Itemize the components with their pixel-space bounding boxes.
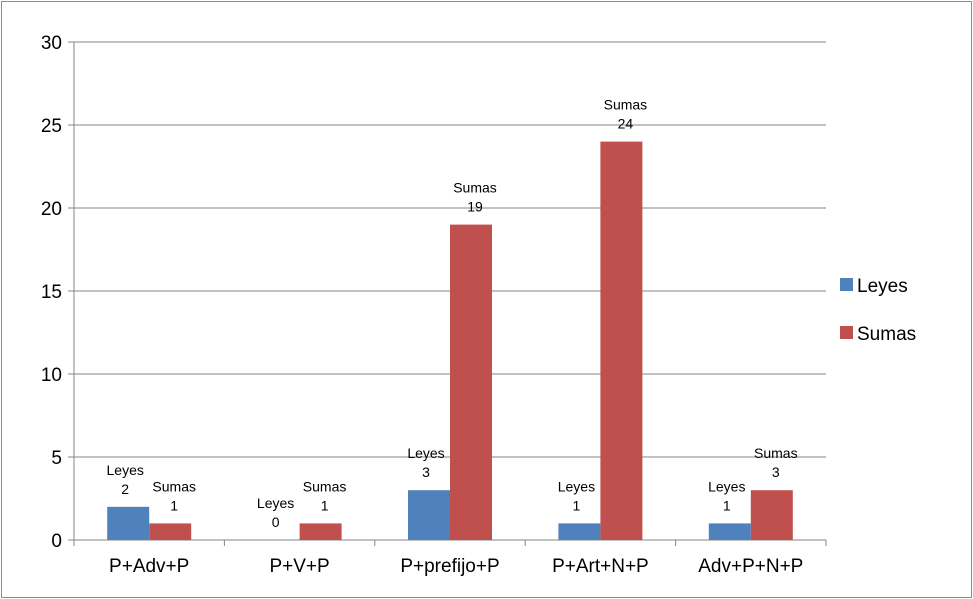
data-label-series: Leyes: [107, 462, 144, 478]
data-label-value: 3: [772, 464, 780, 480]
bar-sumas: [450, 224, 492, 540]
y-tick-label: 0: [51, 531, 62, 552]
data-label-series: Sumas: [754, 445, 798, 461]
y-tick-label: 25: [41, 116, 62, 137]
x-axis: P+Adv+P P+V+P P+prefijo+P P+Art+N+P Adv+P+N+…: [73, 539, 827, 577]
y-tick-label: 5: [51, 448, 62, 469]
y-tick-label: 30: [41, 33, 62, 54]
y-tick-label: 10: [41, 365, 62, 386]
bar-sumas: [149, 523, 192, 540]
data-label-value: 0: [272, 514, 280, 530]
y-axis: 0 5 10 15 20 25 30: [41, 33, 75, 552]
data-label-value: 19: [467, 199, 483, 215]
data-label-series: Leyes: [708, 478, 745, 494]
data-label-value: 1: [723, 497, 731, 513]
data-label-value: 1: [321, 497, 329, 513]
data-label-series: Sumas: [453, 180, 497, 196]
bar-leyes: [708, 523, 751, 540]
y-tick-label: 15: [41, 282, 62, 303]
data-label-value: 24: [618, 116, 634, 132]
bar-sumas: [299, 523, 342, 540]
data-label-series: Leyes: [407, 445, 444, 461]
data-label-series: Leyes: [257, 495, 294, 511]
x-tick-label: P+prefijo+P: [400, 556, 499, 577]
y-tick-label: 20: [41, 199, 62, 220]
bars: [107, 141, 793, 540]
data-label-value: 2: [121, 481, 129, 497]
bar-sumas: [750, 490, 793, 540]
x-tick-label: P+Adv+P: [109, 556, 189, 577]
legend: Leyes Sumas: [840, 276, 916, 345]
bar-leyes: [107, 506, 150, 540]
data-label-series: Sumas: [604, 97, 648, 113]
legend-swatch-sumas: [840, 326, 853, 339]
gridlines: [74, 41, 826, 458]
data-labels: Leyes 2 Sumas 1 Leyes 0 Sumas 1 Leyes 3 Sumas 19 Ley…: [107, 97, 798, 530]
bar-leyes: [408, 490, 450, 540]
bar-leyes: [558, 523, 601, 540]
legend-label-leyes: Leyes: [857, 276, 908, 297]
data-label-value: 3: [422, 464, 430, 480]
data-label-value: 1: [170, 497, 178, 513]
data-label-value: 1: [573, 497, 581, 513]
data-label-series: Leyes: [558, 478, 595, 494]
bar-sumas: [600, 141, 643, 540]
data-label-series: Sumas: [303, 478, 347, 494]
x-tick-label: Adv+P+N+P: [698, 556, 803, 577]
legend-label-sumas: Sumas: [857, 324, 916, 345]
x-tick-label: P+Art+N+P: [552, 556, 649, 577]
legend-swatch-leyes: [840, 278, 853, 291]
data-label-series: Sumas: [152, 478, 196, 494]
x-tick-label: P+V+P: [269, 556, 329, 577]
